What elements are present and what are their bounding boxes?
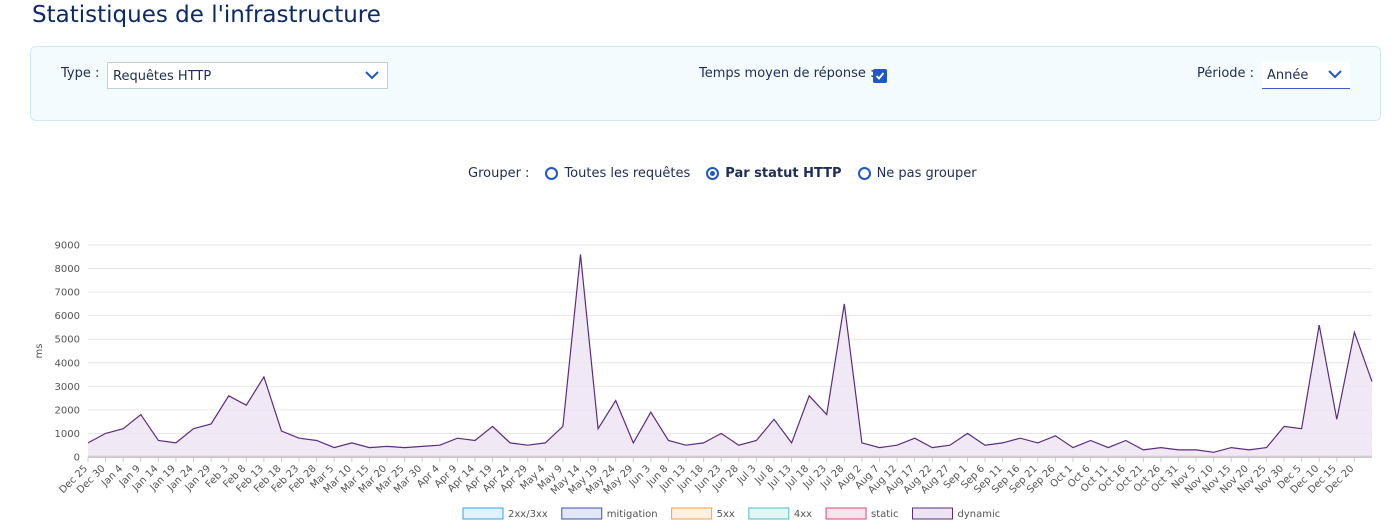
radio-label[interactable]: Ne pas grouper [876, 166, 977, 181]
response-time-checkbox[interactable] [873, 69, 887, 83]
y-tick-label: 6000 [55, 311, 80, 322]
legend-swatch [561, 507, 603, 520]
period-value: Année [1267, 68, 1309, 83]
legend-swatch [671, 507, 713, 520]
radio[interactable] [545, 167, 559, 180]
grouping-label: Grouper : [468, 166, 530, 181]
period-label: Période : [1197, 66, 1255, 81]
legend-label: 2xx/3xx [508, 509, 548, 520]
chevron [365, 71, 379, 80]
type-select[interactable]: Requêtes HTTP [107, 62, 388, 89]
y-tick-label: 2000 [55, 405, 80, 416]
page-title: Statistiques de l'infrastructure [32, 2, 381, 28]
series-area [88, 254, 1372, 457]
type-value: Requêtes HTTP [113, 69, 212, 84]
radio-label[interactable]: Toutes les requêtes [564, 166, 691, 181]
radio[interactable] [706, 167, 720, 180]
check-mark [875, 72, 885, 80]
y-axis-label: ms [34, 344, 45, 359]
legend-label: static [871, 509, 898, 520]
type-label: Type : [61, 66, 100, 81]
y-tick-label: 3000 [55, 382, 80, 393]
y-tick-label: 0 [74, 453, 80, 464]
legend-label: dynamic [958, 509, 1001, 520]
y-tick-label: 8000 [55, 264, 80, 275]
legend-swatch [825, 507, 867, 520]
legend-label: 4xx [794, 509, 812, 520]
legend-label: mitigation [607, 509, 658, 520]
legend-swatch [748, 507, 790, 520]
radio-label[interactable]: Par statut HTTP [725, 166, 842, 181]
legend-swatch [912, 507, 953, 520]
x-tick-label: Jul 3 [735, 463, 759, 487]
response-time-label: Temps moyen de réponse : [699, 66, 875, 81]
chevron [1328, 70, 1342, 79]
legend-swatch [462, 507, 504, 520]
y-tick-label: 9000 [55, 241, 80, 252]
y-tick-label: 4000 [55, 358, 80, 369]
radio[interactable] [857, 167, 871, 180]
y-tick-label: 5000 [55, 335, 80, 346]
y-tick-label: 7000 [55, 288, 80, 299]
period-select[interactable]: Année [1262, 62, 1350, 89]
legend-label: 5xx [717, 509, 735, 520]
grouping: Grouper : Toutes les requêtes Par statut … [468, 166, 977, 181]
y-tick-label: 1000 [55, 429, 80, 440]
series-line [87, 254, 1373, 453]
